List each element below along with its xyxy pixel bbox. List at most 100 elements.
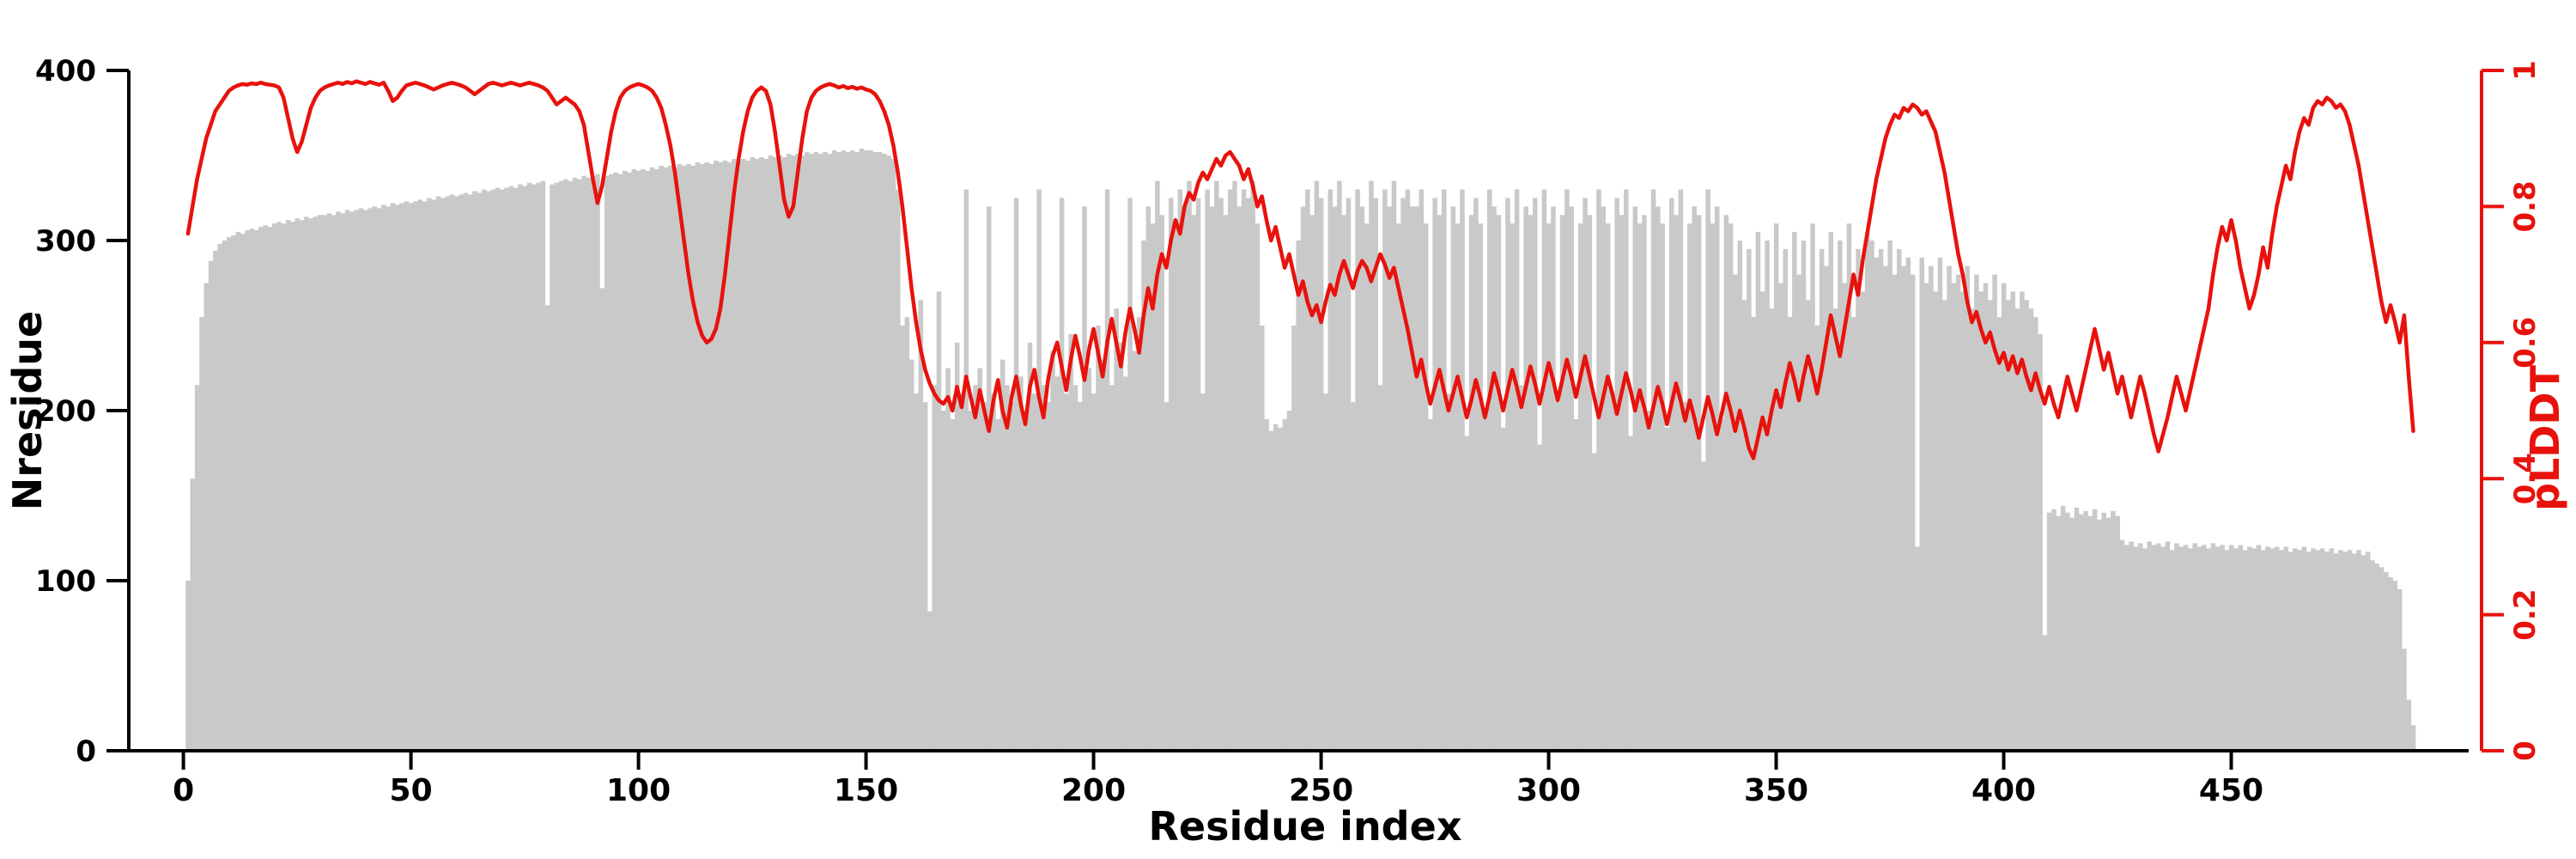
nresidue-bar [408, 203, 414, 751]
nresidue-bar [1714, 206, 1720, 751]
nresidue-bar [750, 156, 755, 752]
nresidue-bar [1792, 232, 1797, 752]
nresidue-bar [526, 182, 532, 751]
nresidue-bar [831, 150, 837, 751]
nresidue-bar [1510, 223, 1516, 751]
nresidue-bar [226, 237, 232, 751]
nresidue-bar [2137, 543, 2143, 751]
nresidue-bar [477, 192, 482, 751]
nresidue-bar [518, 184, 523, 751]
nresidue-bar [1041, 385, 1047, 751]
nresidue-bar [1155, 180, 1160, 751]
nresidue-bar [1396, 223, 1401, 751]
nresidue-bar [1482, 411, 1488, 751]
nresidue-bar [2333, 553, 2339, 751]
nresidue-bar [922, 402, 928, 751]
nresidue-bar [668, 165, 673, 751]
nresidue-bar [1577, 223, 1583, 751]
nresidue-bar [1455, 223, 1461, 751]
nresidue-bar [1218, 198, 1224, 751]
nresidue-bar [1100, 359, 1106, 751]
nresidue-bar [1951, 283, 1957, 751]
nresidue-bar [617, 174, 623, 751]
nresidue-bar [681, 165, 687, 751]
nresidue-bar [208, 260, 214, 751]
nresidue-bar [1860, 291, 1866, 751]
nresidue-bar [1114, 308, 1119, 751]
nresidue-bar [1955, 274, 1961, 752]
nresidue-bar [1086, 368, 1092, 751]
nresidue-bar [868, 150, 873, 751]
nresidue-bar [490, 189, 495, 752]
nresidue-bar [1960, 291, 1965, 751]
nresidue-bar [2101, 512, 2107, 751]
nresidue-bar [2392, 581, 2398, 751]
nresidue-bar [495, 187, 501, 751]
nresidue-bar [445, 196, 450, 751]
nresidue-bar [413, 201, 418, 751]
nresidue-bar [1537, 444, 1542, 751]
nresidue-bar [1923, 283, 1929, 751]
nresidue-bar [431, 199, 436, 752]
nresidue-bar [1428, 418, 1433, 751]
nresidue-bar [2174, 543, 2179, 751]
nresidue-bar [1805, 300, 1811, 751]
nresidue-bar [2347, 550, 2353, 751]
nresidue-bar [1027, 342, 1033, 751]
nresidue-bar [1177, 189, 1183, 752]
nresidue-bar [1050, 350, 1055, 751]
nresidue-bar [759, 156, 764, 752]
nresidue-bar [2074, 507, 2080, 751]
nresidue-bar [2260, 550, 2266, 751]
nresidue-bar [1755, 232, 1761, 752]
nresidue-bar [968, 411, 974, 751]
nresidue-bar [841, 150, 846, 751]
nresidue-bar [813, 152, 819, 752]
nresidue-bar [2028, 308, 2034, 751]
nresidue-bar [1200, 393, 1206, 751]
nresidue-bar [2056, 515, 2062, 751]
nresidue-bar [1327, 189, 1334, 752]
nresidue-bar [859, 149, 865, 751]
nresidue-bar [2397, 588, 2403, 751]
nresidue-bar [459, 194, 464, 752]
nresidue-bar [781, 156, 787, 752]
nresidue-bar [1191, 215, 1197, 752]
nresidue-bar [1773, 223, 1779, 751]
nresidue-bar [1719, 418, 1724, 751]
nresidue-bar [1005, 385, 1010, 751]
nresidue-bar [2388, 577, 2393, 751]
nresidue-bar [1364, 223, 1370, 751]
nresidue-bar [595, 174, 600, 751]
nresidue-bar [1796, 274, 1801, 752]
nresidue-bar [1701, 461, 1706, 751]
nresidue-bar [1141, 241, 1146, 751]
nresidue-bar [1896, 248, 1902, 751]
y-right-tick-label: 0.4 [2508, 453, 2543, 504]
nresidue-bar [1814, 326, 1820, 751]
nresidue-bar [358, 208, 364, 751]
nresidue-bar [486, 191, 491, 751]
nresidue-bar [2283, 546, 2289, 751]
nresidue-bar [1551, 206, 1556, 751]
nresidue-bar [1987, 300, 1993, 751]
nresidue-bar [1559, 215, 1565, 752]
nresidue-bar [2188, 548, 2193, 751]
nresidue-bar [572, 177, 578, 752]
nresidue-bar [599, 288, 605, 751]
nresidue-bar [641, 168, 646, 752]
nresidue-bar [932, 385, 937, 751]
nresidue-bar [1978, 291, 1984, 751]
nresidue-bar [304, 216, 309, 751]
nresidue-bar [1915, 546, 1920, 751]
nresidue-bar [513, 187, 519, 751]
nresidue-bar [927, 611, 933, 751]
nresidue-bar [714, 160, 719, 751]
nresidue-bar [1150, 223, 1156, 751]
nresidue-bar [2196, 546, 2202, 751]
nresidue-bar [2115, 515, 2120, 751]
nresidue-bar [1377, 385, 1383, 751]
nresidue-bar [1869, 241, 1874, 751]
nresidue-bar [1642, 215, 1647, 752]
